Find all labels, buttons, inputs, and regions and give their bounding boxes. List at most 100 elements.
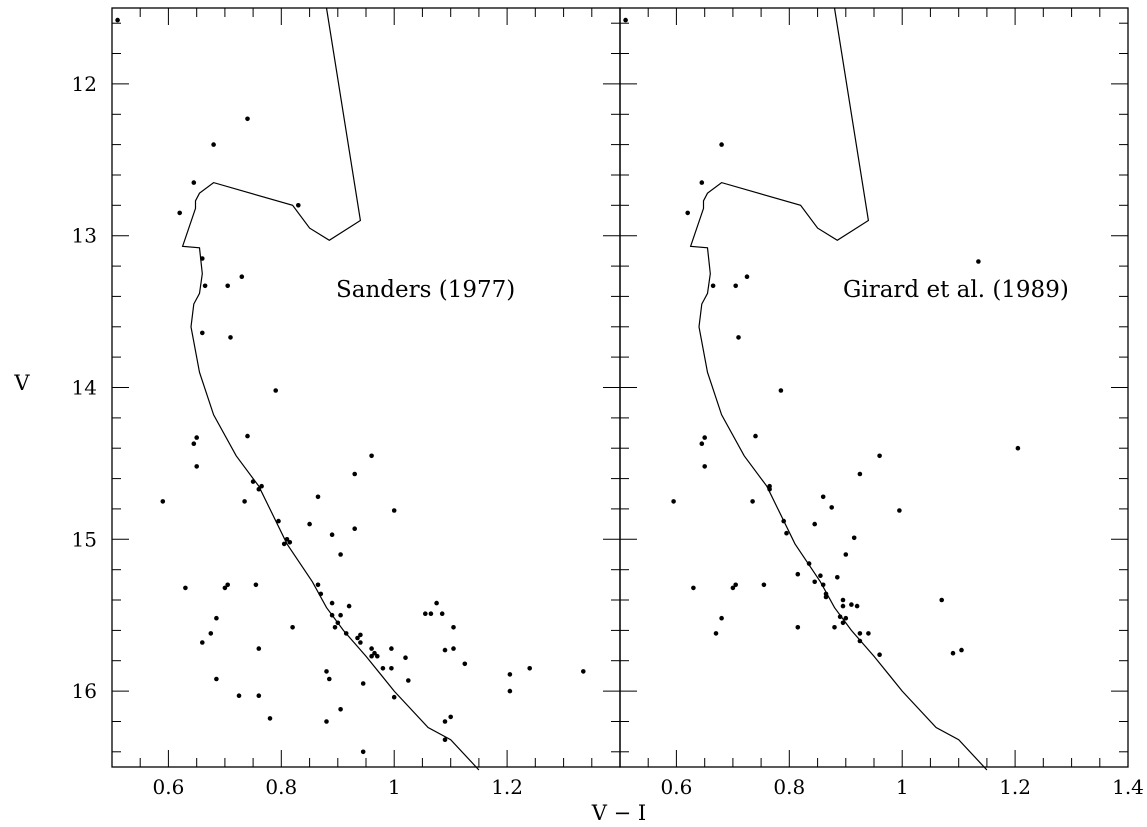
star-point	[225, 283, 230, 289]
star-point	[439, 611, 445, 616]
star-point	[733, 582, 738, 588]
x-tick-label: 0.8	[773, 775, 805, 799]
x-tick-labels: 0.6 0.8 1 1.2 0.6 0.8 1 1.2 1.4	[152, 775, 1143, 799]
star-point	[281, 541, 287, 547]
star-point	[318, 591, 324, 597]
isochrone-line	[689, 7, 988, 771]
star-point	[200, 640, 205, 645]
star-point	[183, 585, 188, 591]
star-point	[719, 142, 724, 147]
isochrone-layer	[181, 7, 480, 771]
y-tick-label: 13	[72, 224, 97, 248]
star-point	[352, 526, 358, 531]
star-point	[222, 585, 228, 591]
star-point	[315, 582, 321, 588]
star-point	[854, 603, 860, 609]
star-point	[733, 283, 738, 289]
x-tick-label: 1.2	[491, 775, 523, 799]
star-point	[369, 653, 374, 659]
star-point	[259, 483, 264, 489]
panel-girard: Girard et al. (1989)	[619, 7, 1129, 771]
star-point	[744, 274, 750, 280]
star-point	[389, 666, 394, 671]
star-point	[753, 433, 758, 439]
star-point	[581, 669, 586, 674]
star-point	[462, 661, 468, 667]
star-point	[851, 535, 857, 541]
star-point	[358, 640, 363, 645]
star-point	[177, 210, 182, 216]
star-point	[623, 17, 628, 23]
star-point	[442, 719, 448, 724]
x-tick-label: 1	[388, 775, 401, 799]
star-point	[857, 631, 863, 636]
x-tick-label: 0.6	[660, 775, 692, 799]
star-point	[191, 441, 197, 447]
star-point	[448, 714, 454, 720]
star-point	[812, 579, 817, 585]
star-point	[236, 693, 242, 698]
star-point	[369, 646, 374, 651]
star-point	[507, 688, 513, 694]
star-point	[256, 693, 262, 698]
star-point	[691, 585, 696, 591]
star-point	[245, 433, 250, 439]
star-point	[835, 575, 840, 580]
star-point	[451, 646, 456, 651]
star-point	[843, 615, 849, 621]
star-point	[959, 647, 964, 653]
star-point	[372, 650, 377, 656]
star-point	[194, 435, 199, 440]
star-point	[877, 652, 882, 657]
x-tick-label: 0.6	[152, 775, 184, 799]
star-point	[939, 597, 944, 603]
plot-frame	[619, 7, 1129, 768]
star-point	[202, 283, 208, 289]
star-point	[253, 582, 259, 588]
y-tick-label: 14	[72, 376, 97, 400]
star-point	[778, 388, 784, 393]
star-point	[200, 256, 205, 261]
star-point	[267, 716, 273, 721]
star-point	[296, 203, 301, 208]
star-point	[442, 737, 448, 742]
isochrone-line	[181, 7, 480, 771]
star-point	[837, 614, 843, 619]
star-point	[806, 561, 812, 566]
star-point	[335, 620, 341, 626]
star-point	[225, 582, 230, 588]
star-point	[329, 612, 335, 618]
isochrone-layer	[689, 7, 988, 771]
star-point	[355, 635, 360, 641]
star-point	[214, 615, 219, 621]
star-point	[160, 499, 166, 504]
star-point	[307, 521, 312, 527]
star-point	[375, 653, 380, 659]
star-point	[329, 600, 335, 606]
star-point	[849, 602, 854, 607]
star-point	[843, 552, 849, 557]
x-axis-label: V − I	[591, 801, 646, 825]
star-point	[840, 597, 846, 603]
y-tick-labels: 12 13 14 15 16	[72, 72, 97, 703]
tick-layer	[111, 8, 621, 767]
star-point	[699, 180, 705, 185]
star-point	[115, 17, 120, 23]
star-point	[1015, 445, 1021, 451]
star-point	[767, 486, 772, 492]
star-point	[832, 625, 837, 630]
star-point	[324, 669, 329, 674]
star-point	[702, 435, 707, 440]
panel-label-sanders: Sanders (1977)	[336, 277, 515, 303]
star-point	[369, 453, 374, 459]
star-point	[976, 259, 981, 264]
star-point	[423, 611, 428, 616]
star-point	[685, 210, 690, 216]
y-tick-label: 15	[72, 527, 97, 551]
star-point	[795, 625, 801, 630]
x-tick-label: 1.4	[1112, 775, 1144, 799]
star-point	[380, 666, 386, 671]
star-point	[332, 625, 338, 630]
star-point	[719, 615, 724, 621]
star-point	[324, 719, 329, 724]
